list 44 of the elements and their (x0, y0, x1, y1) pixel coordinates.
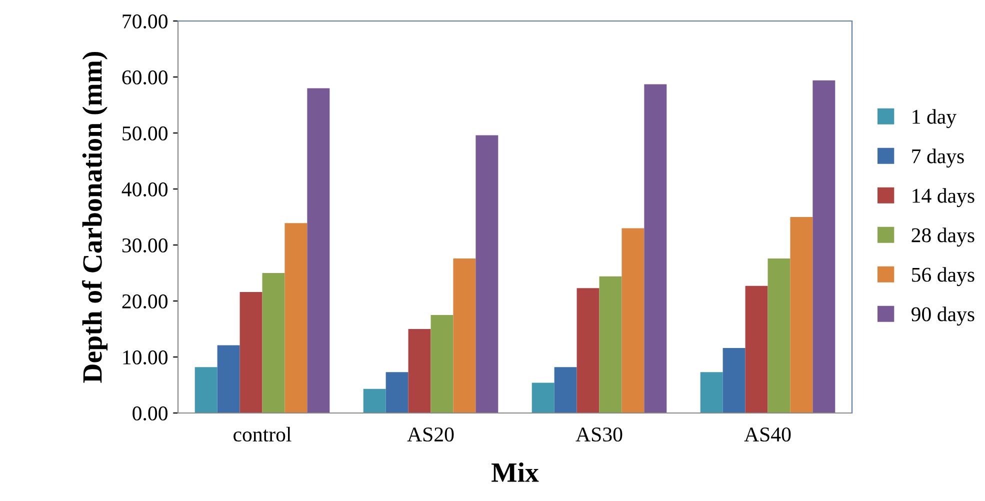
y-tick-label: 70.00 (122, 14, 168, 29)
legend-label: 90 days (911, 306, 974, 326)
x-tick-label: control (234, 426, 292, 442)
bar (430, 315, 454, 413)
bar (386, 372, 408, 413)
bar (768, 258, 790, 413)
x-tick-label: AS20 (407, 427, 454, 442)
legend-label: 28 days (912, 228, 974, 247)
y-tick-label: 30.00 (122, 238, 168, 253)
bar (599, 276, 622, 413)
bar (194, 367, 218, 413)
bar (408, 329, 431, 413)
y-axis-title: Depth of Carbonation (mm) (82, 52, 108, 383)
legend-label: 14 days (912, 188, 974, 208)
bar (790, 217, 813, 413)
y-tick-label: 20.00 (122, 294, 168, 309)
y-tick-label: 0.00 (132, 406, 168, 421)
bar (576, 288, 600, 413)
bar (307, 88, 330, 413)
bar (262, 273, 285, 413)
x-axis-title: Mix (492, 462, 539, 482)
bar (622, 228, 644, 413)
legend-label: 7 days (912, 148, 964, 168)
y-tick-label: 60.00 (122, 70, 168, 85)
bar (722, 348, 746, 413)
bar (217, 345, 240, 413)
y-tick-label: 40.00 (122, 182, 168, 197)
bar (284, 223, 308, 413)
bar (745, 286, 768, 413)
bar (644, 84, 667, 413)
bar (453, 258, 476, 413)
y-tick-label: 10.00 (123, 350, 168, 365)
y-tick-label: 50.00 (122, 126, 168, 141)
legend-label: 1 day (912, 109, 956, 128)
bar (554, 367, 577, 413)
bar (363, 388, 386, 413)
legend-label: 56 days (912, 267, 974, 286)
bar (532, 382, 554, 413)
x-tick-label: AS30 (576, 427, 622, 442)
bar (812, 80, 836, 413)
bar (700, 372, 723, 413)
bar (240, 292, 262, 413)
x-tick-label: AS40 (744, 427, 791, 442)
bar (476, 135, 498, 413)
